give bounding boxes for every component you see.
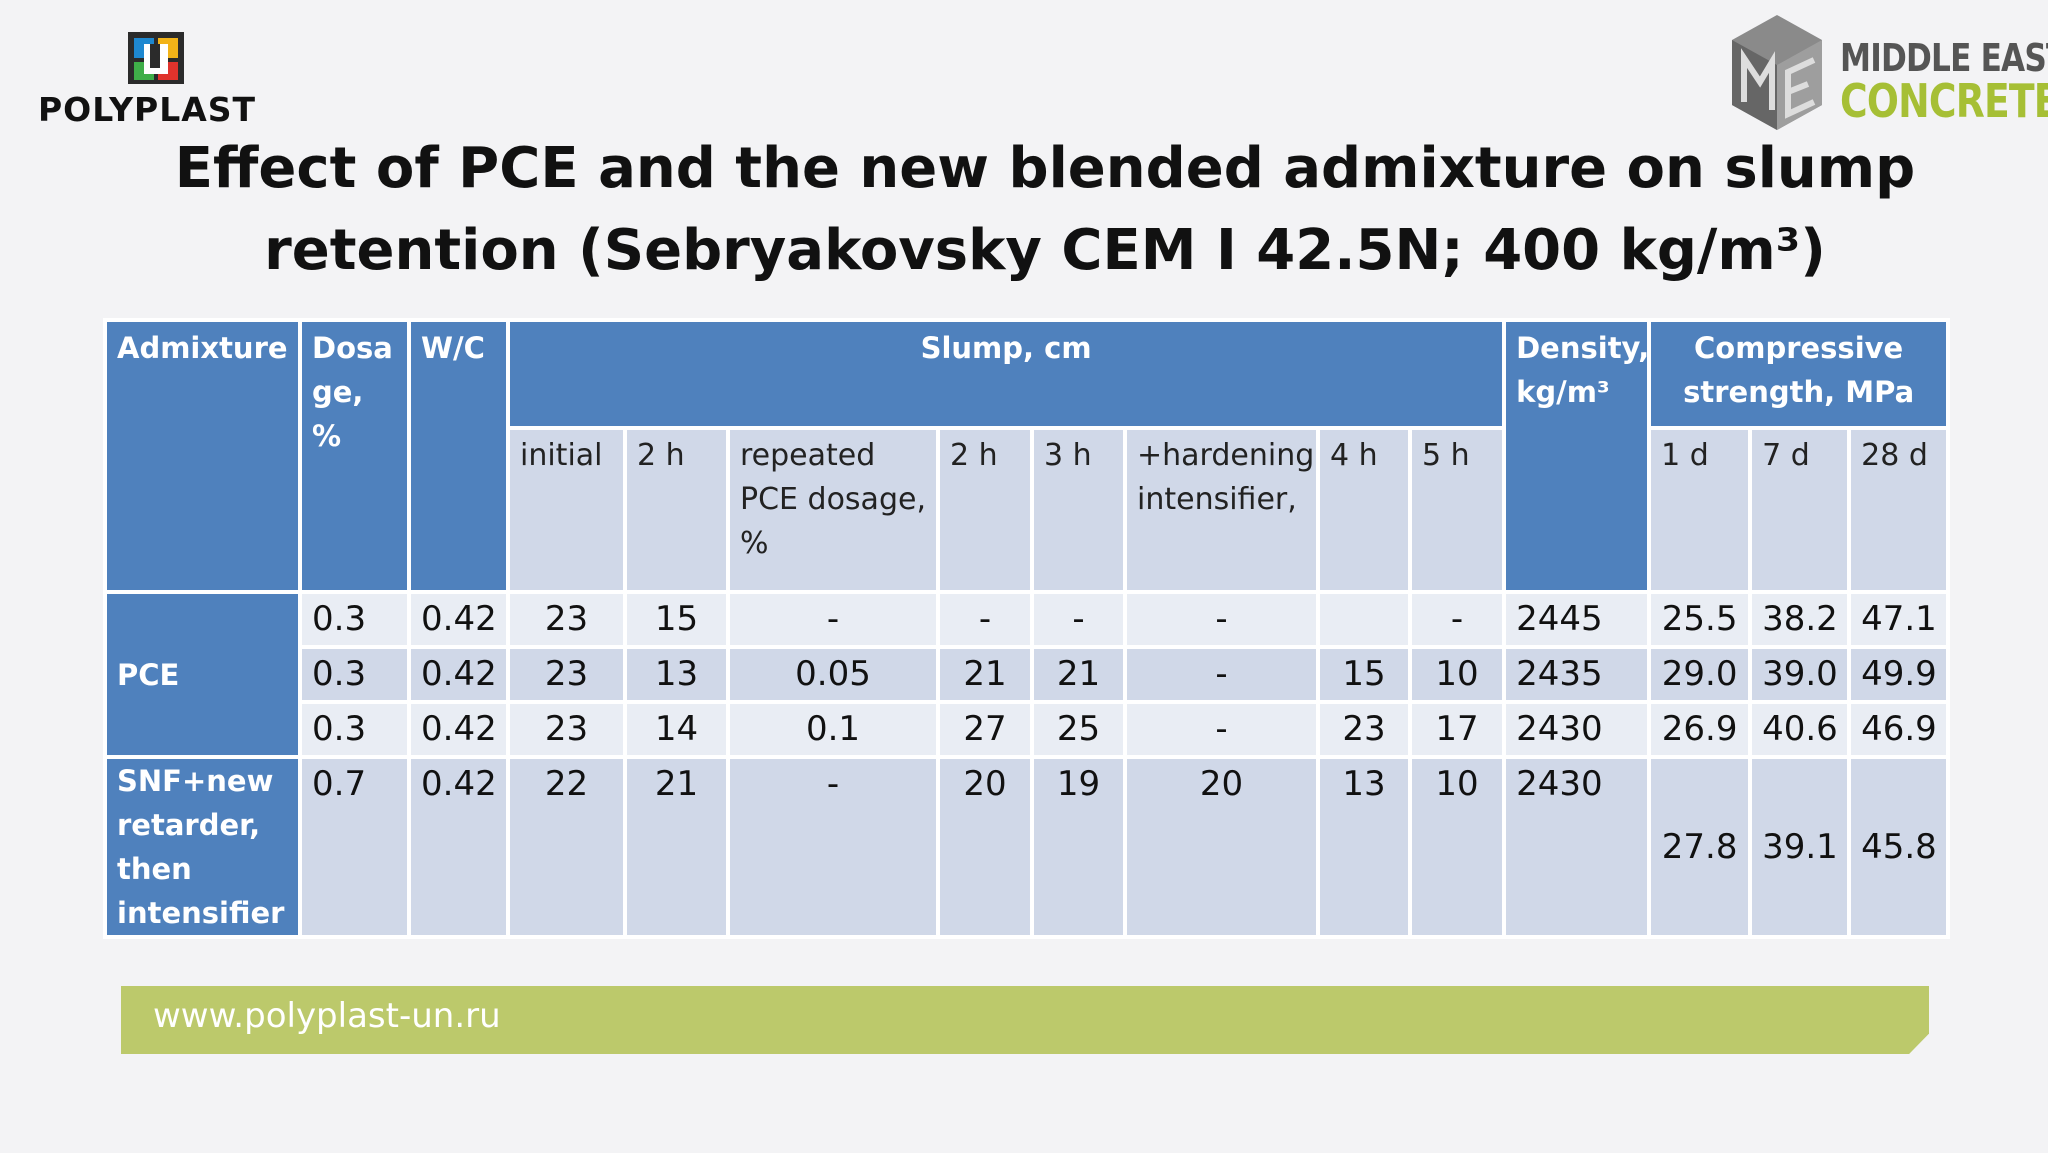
cell-2h-after: - [936, 590, 1034, 649]
cell-initial: 22 [506, 755, 627, 939]
cell-2h-after: 20 [936, 755, 1034, 939]
cell-28d: 47.1 [1847, 590, 1951, 649]
cell-2h-after: 21 [936, 645, 1034, 704]
cell-5h: 17 [1407, 700, 1507, 759]
cell-4h [1316, 590, 1412, 649]
cell-initial: 23 [506, 700, 627, 759]
cell-3h: 25 [1030, 700, 1127, 759]
cell-2h-after: 27 [936, 700, 1034, 759]
slide-title-line2: retention (Sebryakovsky CEM I 42.5N; 400… [264, 218, 1826, 283]
cell-5h: 10 [1407, 645, 1507, 704]
cell-1d: 29.0 [1647, 645, 1753, 704]
cell-3h: - [1030, 590, 1127, 649]
cell-wc: 0.42 [407, 645, 510, 704]
results-table: Admixture Dosa ge, % W/C Slump, cm Densi… [103, 318, 1951, 939]
cell-hardening: - [1123, 645, 1320, 704]
cell-7d: 39.0 [1748, 645, 1852, 704]
cell-3h: 19 [1030, 755, 1127, 939]
cell-repeated: 0.05 [726, 645, 940, 704]
header-admixture: Admixture [103, 318, 302, 594]
cell-5h: 10 [1407, 755, 1507, 939]
cell-28d: 45.8 [1847, 755, 1951, 939]
subheader-1d: 1 d [1647, 426, 1753, 594]
header-density: Density, kg/m³ [1502, 318, 1652, 594]
group-label-pce: PCE [103, 590, 302, 759]
cell-repeated: - [726, 755, 940, 939]
mec-mark-icon [1732, 15, 1822, 130]
polyplast-logo: POLYPLAST [38, 30, 278, 130]
table-row: PCE 0.3 0.42 23 15 - - - - - 2445 25.5 3… [103, 590, 1951, 759]
cell-wc: 0.42 [407, 755, 510, 939]
cell-dosage: 0.3 [298, 700, 411, 759]
cell-28d: 46.9 [1847, 700, 1951, 759]
cell-density: 2430 [1502, 700, 1652, 759]
cell-hardening: - [1123, 590, 1320, 649]
subheader-2h-after: 2 h [936, 426, 1034, 594]
subheader-5h: 5 h [1407, 426, 1507, 594]
table-row: 0.3 0.42 23 13 0.05 21 21 - 15 10 2435 2… [105, 645, 1951, 704]
cell-dosage: 0.3 [298, 645, 411, 704]
group-label-snf: SNF+new retarder, then intensifier [103, 755, 302, 939]
subheader-3h: 3 h [1030, 426, 1127, 594]
cell-4h: 23 [1316, 700, 1412, 759]
subheader-initial: initial [506, 426, 627, 594]
cell-3h: 21 [1030, 645, 1127, 704]
cell-density: 2445 [1502, 590, 1652, 649]
subheader-hardening-intensifier: +hardening intensifier, [1123, 426, 1320, 594]
cell-1d: 25.5 [1647, 590, 1753, 649]
cell-initial: 23 [506, 590, 627, 649]
cell-initial: 23 [506, 645, 627, 704]
header-dosage: Dosa ge, % [298, 318, 411, 594]
cell-7d: 39.1 [1748, 755, 1852, 939]
cell-1d: 27.8 [1647, 755, 1753, 939]
cell-density: 2430 [1502, 755, 1652, 939]
table-row: 0.3 0.42 23 14 0.1 27 25 - 23 17 2430 26… [105, 700, 1951, 759]
cell-5h: - [1407, 590, 1507, 649]
cell-2h: 13 [623, 645, 730, 704]
header-wc: W/C [407, 318, 510, 594]
cell-4h: 15 [1316, 645, 1412, 704]
cell-1d: 26.9 [1647, 700, 1753, 759]
table-row: SNF+new retarder, then intensifier 0.7 0… [103, 755, 1951, 939]
header-slump: Slump, cm [505, 318, 1507, 430]
middle-east-concrete-logo: MIDDLE EAST CONCRETE [1722, 10, 2048, 140]
cell-28d: 49.9 [1847, 645, 1951, 704]
cell-dosage: 0.3 [298, 590, 411, 649]
cell-2h: 15 [623, 590, 730, 649]
cell-7d: 38.2 [1748, 590, 1852, 649]
cell-repeated: - [726, 590, 940, 649]
subheader-28d: 28 d [1847, 426, 1951, 594]
cell-hardening: - [1123, 700, 1320, 759]
polyplast-logo-text: POLYPLAST [38, 90, 257, 129]
subheader-4h: 4 h [1316, 426, 1412, 594]
cell-hardening: 20 [1123, 755, 1320, 939]
cell-dosage: 0.7 [298, 755, 411, 939]
slide-title-line1: Effect of PCE and the new blended admixt… [174, 136, 1916, 201]
cell-7d: 40.6 [1748, 700, 1852, 759]
cell-4h: 13 [1316, 755, 1412, 939]
subheader-2h: 2 h [623, 426, 730, 594]
cell-wc: 0.42 [407, 590, 510, 649]
subheader-7d: 7 d [1748, 426, 1852, 594]
slide-title: Effect of PCE and the new blended admixt… [150, 128, 1940, 292]
mec-logo-line2: CONCRETE [1840, 74, 2048, 128]
mec-logo-line1: MIDDLE EAST [1840, 36, 2048, 80]
header-strength: Compressive strength, MPa [1647, 318, 1951, 430]
cell-wc: 0.42 [407, 700, 510, 759]
polyplast-mark-icon [128, 32, 184, 84]
cell-repeated: 0.1 [726, 700, 940, 759]
subheader-repeated-dosage: repeated PCE dosage, % [726, 426, 940, 594]
cell-2h: 21 [623, 755, 730, 939]
cell-2h: 14 [623, 700, 730, 759]
cell-density: 2435 [1502, 645, 1652, 704]
footer-url[interactable]: www.polyplast-un.ru [153, 996, 501, 1036]
footer-bar: www.polyplast-un.ru [121, 986, 1929, 1054]
